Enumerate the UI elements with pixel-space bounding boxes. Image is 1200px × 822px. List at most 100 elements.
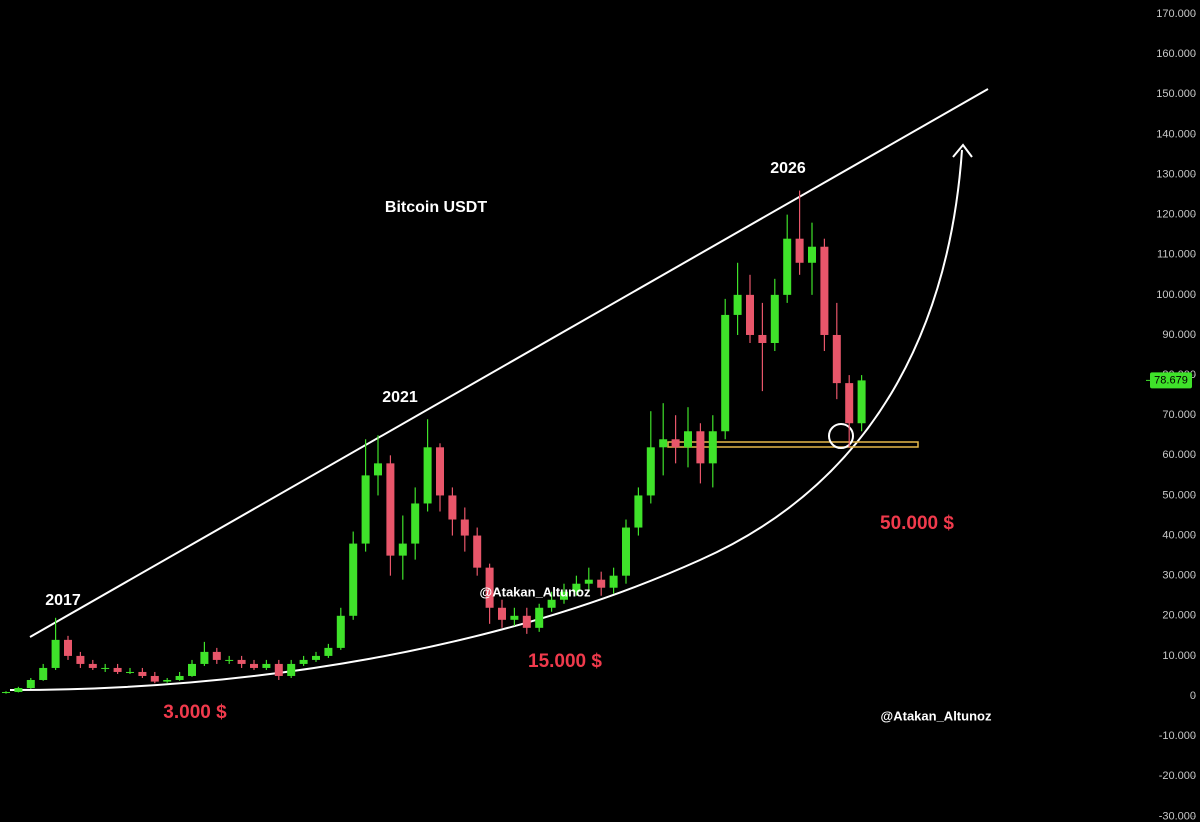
- upper-trendline: [29, 88, 989, 638]
- last-price-box: [1150, 372, 1192, 389]
- candle-body: [808, 246, 816, 263]
- candle-body: [857, 380, 866, 424]
- candle-body: [287, 663, 296, 676]
- candle-body: [547, 599, 556, 608]
- candle-body: [274, 663, 283, 676]
- candle-body: [770, 294, 779, 344]
- arrow-head: [952, 143, 973, 158]
- candle-body: [423, 447, 432, 504]
- candle-body: [250, 663, 258, 668]
- annotation: 2021: [382, 389, 418, 406]
- candle-body: [646, 447, 655, 496]
- candle-body: [820, 246, 829, 335]
- candle-body: [609, 575, 618, 588]
- candle-body: [88, 663, 97, 668]
- candle-body: [832, 334, 841, 384]
- candle-body: [696, 431, 705, 464]
- candle-body: [386, 463, 395, 556]
- chart-title: Bitcoin USDT: [385, 199, 487, 216]
- candle-body: [584, 579, 593, 584]
- candle-body: [349, 543, 358, 616]
- candle-body: [659, 439, 668, 448]
- candle-body: [262, 663, 271, 668]
- candle-body: [312, 655, 320, 660]
- candle-body: [758, 334, 767, 344]
- candle-body: [126, 671, 134, 673]
- candle-body: [163, 679, 172, 682]
- price-note: 3.000 $: [163, 702, 227, 723]
- candle-body: [473, 535, 482, 568]
- y-tick-label: 130.000: [1156, 168, 1196, 180]
- candle-body: [101, 667, 110, 669]
- candle-body: [212, 651, 221, 660]
- candle-body: [498, 607, 506, 620]
- candle-body: [721, 314, 730, 432]
- y-tick-label: 170.000: [1156, 8, 1196, 20]
- candle-body: [708, 431, 717, 464]
- y-tick-label: 0: [1190, 690, 1196, 702]
- y-tick-label: 30.000: [1162, 570, 1196, 582]
- candle-body: [411, 503, 420, 544]
- annotation: 2017: [45, 592, 81, 609]
- candle-body: [783, 238, 792, 295]
- y-tick-label: 100.000: [1156, 289, 1196, 301]
- candle-body: [733, 294, 742, 315]
- candle-body: [485, 567, 494, 608]
- candle-body: [76, 655, 85, 664]
- candle-body: [225, 659, 234, 661]
- candle-body: [2, 692, 10, 694]
- y-tick-label: 150.000: [1156, 88, 1196, 100]
- candle-body: [535, 607, 544, 628]
- y-tick-label: -10.000: [1159, 730, 1196, 742]
- candle-body: [39, 667, 48, 680]
- candle-body: [324, 647, 333, 656]
- annotation: 2026: [770, 160, 806, 177]
- highlight-circle: [828, 423, 854, 449]
- candle-body: [522, 615, 531, 628]
- candle-body: [597, 579, 606, 588]
- support-zone: [667, 441, 919, 448]
- candle-body: [448, 495, 457, 520]
- candle-body: [175, 675, 184, 680]
- candle-body: [113, 667, 122, 672]
- y-tick-label: 20.000: [1162, 610, 1196, 622]
- support-curve: [9, 149, 963, 691]
- y-tick-label: 160.000: [1156, 48, 1196, 60]
- candle-body: [510, 615, 519, 620]
- candle-body: [460, 519, 469, 536]
- price-note: 50.000 $: [880, 513, 954, 534]
- candle-body: [795, 238, 804, 263]
- candle-body: [299, 659, 308, 664]
- candle-body: [138, 671, 147, 676]
- candle-body: [64, 639, 72, 656]
- candle-body: [361, 475, 370, 544]
- y-tick-label: -20.000: [1159, 770, 1196, 782]
- candle-body: [51, 639, 60, 668]
- y-tick-label: 140.000: [1156, 128, 1196, 140]
- candle-body: [398, 543, 407, 556]
- y-tick-label: 50.000: [1162, 489, 1196, 501]
- candles: [2, 190, 866, 694]
- price-note: 15.000 $: [528, 651, 602, 672]
- candle-body: [634, 495, 643, 528]
- candle-body: [237, 659, 246, 664]
- y-tick-label: 90.000: [1162, 329, 1196, 341]
- candle-body: [336, 615, 345, 648]
- y-tick-label: 40.000: [1162, 529, 1196, 541]
- candle-body: [572, 583, 581, 592]
- watermark: @Atakan_Altunoz: [881, 708, 992, 723]
- candle-body: [622, 527, 630, 576]
- drawings: [9, 88, 989, 691]
- candle-body: [14, 688, 23, 693]
- y-tick-label: 120.000: [1156, 209, 1196, 221]
- candle-body: [671, 439, 680, 448]
- candle-body: [746, 294, 754, 335]
- candle-body: [560, 591, 568, 600]
- candle-body: [150, 675, 159, 682]
- candle-body: [374, 463, 382, 476]
- y-tick-label: 60.000: [1162, 449, 1196, 461]
- y-tick-label: 10.000: [1162, 650, 1196, 662]
- watermark: @Atakan_Altunoz: [480, 584, 591, 599]
